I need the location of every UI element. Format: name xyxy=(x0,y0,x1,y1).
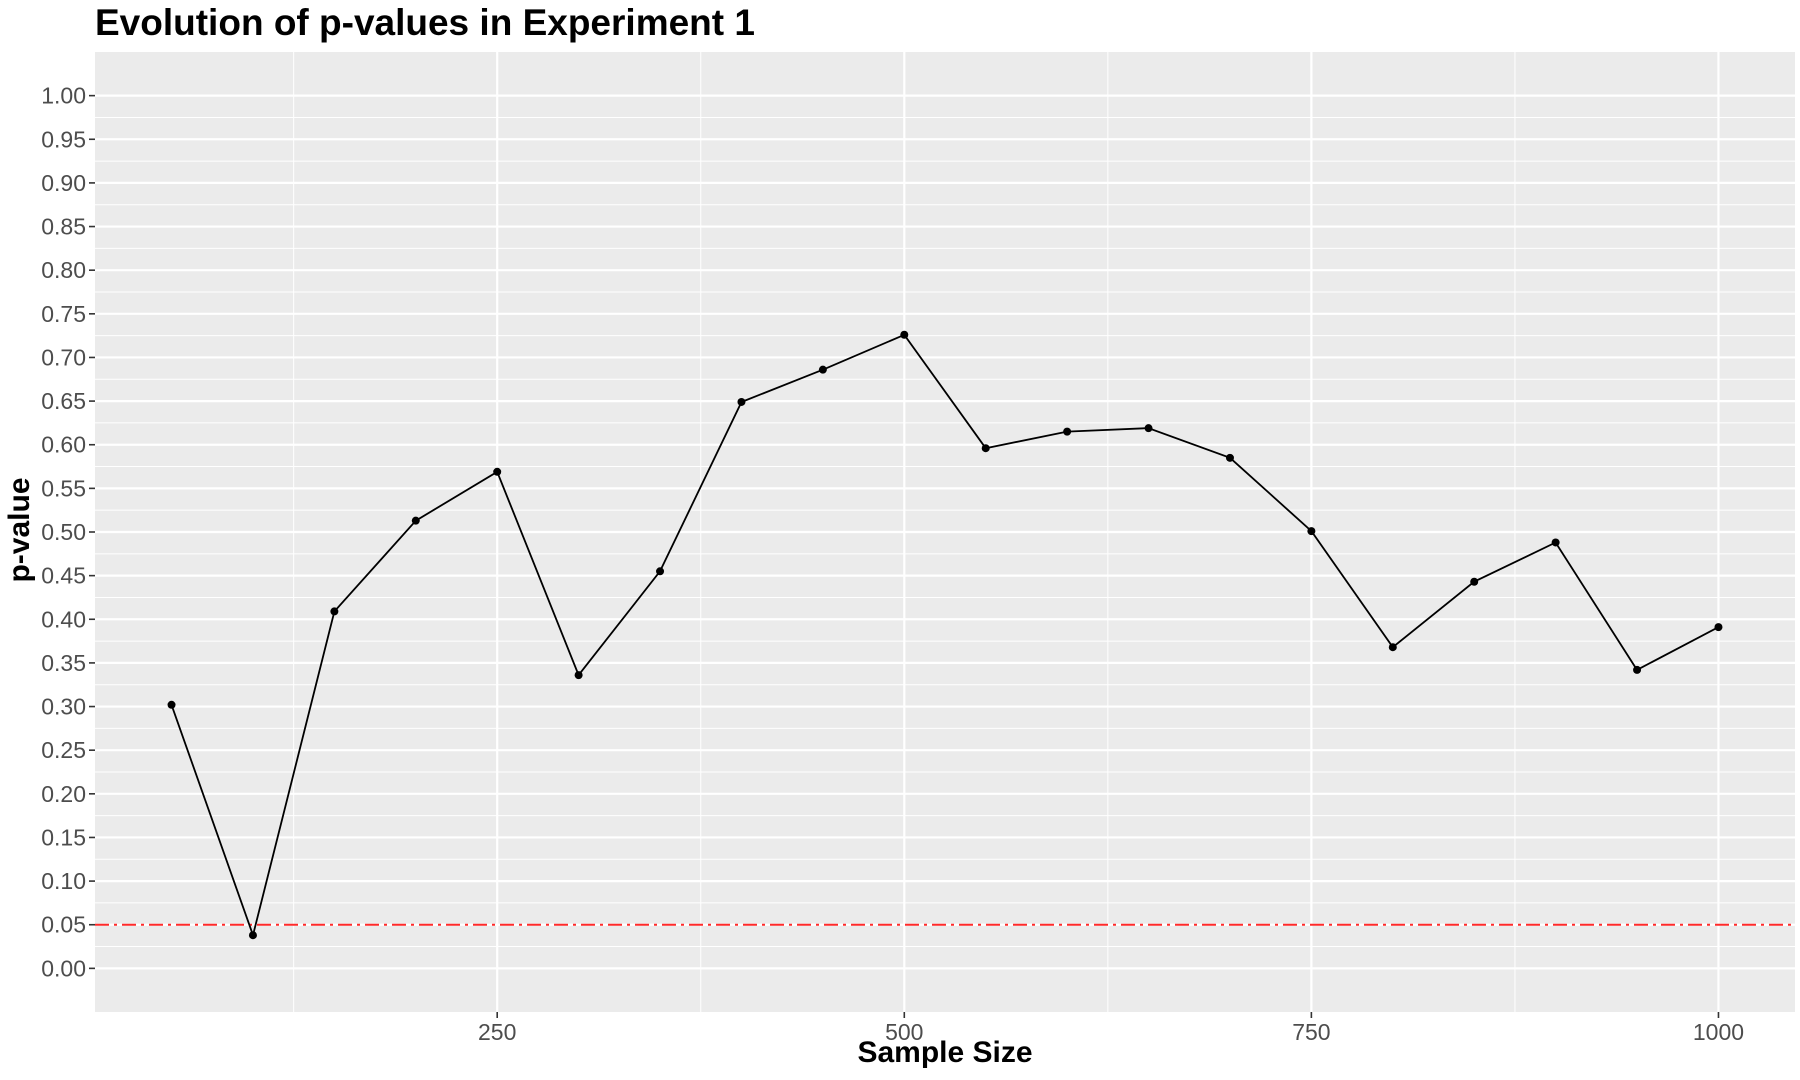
y-tick-label: 0.20 xyxy=(41,781,86,807)
data-point xyxy=(1307,527,1316,536)
data-point xyxy=(1144,424,1153,433)
chart-title: Evolution of p-values in Experiment 1 xyxy=(95,2,755,43)
y-tick-label: 0.25 xyxy=(41,737,86,763)
y-tick-label: 0.35 xyxy=(41,650,86,676)
data-point xyxy=(574,671,583,680)
y-tick-label: 0.05 xyxy=(41,912,86,938)
data-point xyxy=(167,700,176,709)
data-point xyxy=(1388,643,1397,652)
y-tick-label: 0.30 xyxy=(41,694,86,720)
data-point xyxy=(1551,538,1560,547)
data-point xyxy=(493,467,502,476)
x-tick-label: 500 xyxy=(885,1019,923,1045)
series-line xyxy=(170,333,1719,939)
y-tick-label: 0.85 xyxy=(41,214,86,240)
data-point xyxy=(1225,453,1234,462)
y-tick-label: 0.40 xyxy=(41,606,86,632)
x-tick-label: 750 xyxy=(1292,1019,1330,1045)
x-tick-label: 1000 xyxy=(1693,1019,1744,1045)
data-point xyxy=(900,330,909,339)
data-point xyxy=(248,931,257,940)
data-point xyxy=(656,567,665,576)
y-tick-label: 0.80 xyxy=(41,257,86,283)
y-tick-label: 0.70 xyxy=(41,344,86,370)
data-point xyxy=(330,607,339,616)
y-tick-label: 0.15 xyxy=(41,824,86,850)
y-tick-label: 0.95 xyxy=(41,126,86,152)
y-axis-title: p-value xyxy=(3,477,36,583)
y-tick-label: 0.10 xyxy=(41,868,86,894)
y-tick-label: 0.60 xyxy=(41,432,86,458)
data-point xyxy=(981,444,990,453)
data-point xyxy=(1063,427,1072,436)
x-axis-title: Sample Size xyxy=(857,1036,1033,1069)
y-tick-label: 1.00 xyxy=(41,83,86,109)
data-point xyxy=(737,397,746,406)
x-tick-label: 250 xyxy=(478,1019,516,1045)
data-point xyxy=(818,365,827,374)
y-tick-label: 0.00 xyxy=(41,955,86,981)
y-tick-label: 0.45 xyxy=(41,563,86,589)
y-tick-label: 0.75 xyxy=(41,301,86,327)
data-point xyxy=(411,516,420,525)
y-tick-label: 0.50 xyxy=(41,519,86,545)
data-point xyxy=(1470,577,1479,586)
y-tick-label: 0.90 xyxy=(41,170,86,196)
data-point xyxy=(1633,665,1642,674)
data-point xyxy=(1714,623,1723,632)
y-tick-label: 0.65 xyxy=(41,388,86,414)
y-tick-label: 0.55 xyxy=(41,475,86,501)
